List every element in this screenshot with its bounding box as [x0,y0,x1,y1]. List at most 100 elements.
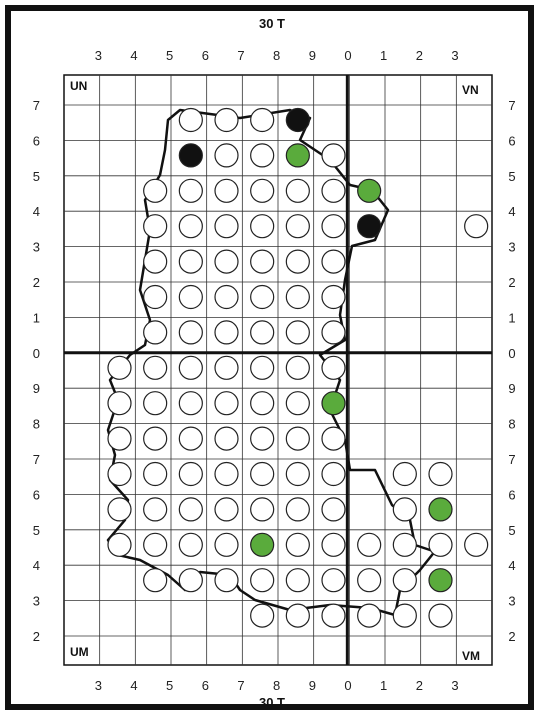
open-circle-marker [214,426,239,451]
y-tick-label: 3 [33,240,40,255]
open-circle-marker [214,249,239,274]
open-circle-marker [107,391,132,416]
x-tick-label: 7 [237,678,244,693]
open-circle-marker [250,214,275,239]
y-tick-label: 2 [508,275,515,290]
open-circle-marker [357,568,382,593]
y-tick-label: 6 [508,133,515,148]
y-tick-label: 8 [508,417,515,432]
open-circle-marker [143,214,168,239]
open-circle-marker [464,214,489,239]
x-tick-label: 3 [95,678,102,693]
open-circle-marker [428,461,453,487]
green-marker [428,568,453,593]
open-circle-marker [178,391,203,416]
x-tick-label: 3 [451,48,458,63]
open-circle-marker [143,568,168,593]
open-circle-marker [214,568,239,593]
open-circle-marker [250,355,275,380]
open-circle-marker [250,603,275,628]
green-marker [357,178,382,203]
open-circle-marker [178,214,203,239]
open-circle-marker [214,532,239,557]
open-circle-marker [178,107,203,133]
open-circle-marker [285,178,310,203]
open-circle-marker [285,320,310,345]
open-circle-marker [143,284,168,310]
x-tick-label: 9 [309,678,316,693]
open-circle-marker [321,461,346,487]
y-tick-label: 4 [508,558,515,573]
y-tick-label: 8 [33,417,40,432]
x-tick-label: 5 [166,48,173,63]
zone-label-um: UM [70,645,89,659]
cell-markers [107,107,489,628]
x-tick-label: 0 [344,48,351,63]
open-circle-marker [178,178,203,203]
open-circle-marker [285,426,310,451]
green-marker [250,532,275,557]
x-tick-label: 5 [166,678,173,693]
open-circle-marker [214,107,239,133]
open-circle-marker [321,178,346,203]
open-circle-marker [214,497,239,522]
open-circle-marker [107,355,132,380]
y-tick-label: 3 [508,594,515,609]
open-circle-marker [285,532,310,557]
open-circle-marker [214,355,239,380]
x-tick-label: 6 [202,48,209,63]
y-tick-label: 4 [33,558,40,573]
open-circle-marker [285,214,310,239]
open-circle-marker [214,284,239,310]
open-circle-marker [392,568,417,593]
open-circle-marker [321,214,346,239]
y-tick-label: 6 [508,487,515,502]
y-tick-label: 7 [508,98,515,113]
open-circle-marker [143,320,168,345]
top-title: 30 T [259,16,285,31]
open-circle-marker [178,426,203,451]
open-circle-marker [392,603,417,628]
open-circle-marker [250,284,275,310]
zone-label-vn: VN [462,83,479,97]
x-tick-label: 2 [416,678,423,693]
y-tick-label: 0 [508,346,515,361]
open-circle-marker [178,355,203,380]
zone-label-vm: VM [462,649,480,663]
y-tick-label: 6 [33,133,40,148]
open-circle-marker [392,461,417,487]
x-tick-label: 4 [130,48,137,63]
open-circle-marker [250,497,275,522]
open-circle-marker [321,284,346,310]
y-tick-label: 7 [33,452,40,467]
open-circle-marker [321,355,346,380]
open-circle-marker [143,426,168,451]
y-tick-label: 0 [33,346,40,361]
open-circle-marker [250,391,275,416]
open-circle-marker [428,603,453,628]
x-tick-label: 8 [273,48,280,63]
open-circle-marker [321,320,346,345]
zone-label-un: UN [70,79,87,93]
open-circle-marker [285,249,310,274]
y-tick-label: 1 [33,310,40,325]
open-circle-marker [357,603,382,628]
open-circle-marker [321,249,346,274]
x-tick-label: 7 [237,48,244,63]
y-tick-label: 2 [508,629,515,644]
open-circle-marker [285,568,310,593]
open-circle-marker [178,249,203,274]
y-tick-label: 7 [33,98,40,113]
open-circle-marker [250,426,275,451]
open-circle-marker [178,320,203,345]
y-tick-label: 6 [33,487,40,502]
open-circle-marker [321,568,346,593]
open-circle-marker [392,497,417,522]
open-circle-marker [214,143,239,168]
open-circle-marker [321,426,346,451]
x-tick-label: 4 [130,678,137,693]
green-marker [428,497,453,522]
open-circle-marker [178,497,203,522]
